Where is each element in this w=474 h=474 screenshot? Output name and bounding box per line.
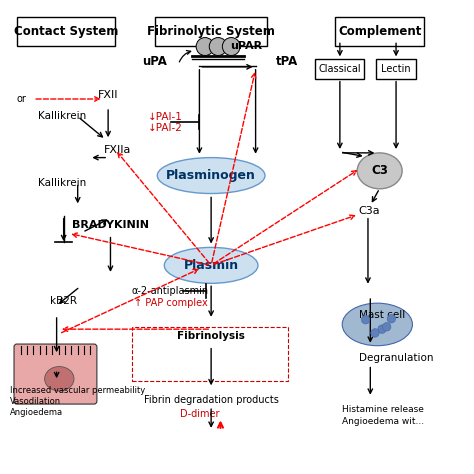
Text: Complement: Complement [338, 25, 421, 38]
Text: Lectin: Lectin [381, 64, 411, 74]
Text: Histamine release: Histamine release [342, 405, 424, 414]
Text: Mast cell: Mast cell [359, 310, 405, 320]
Circle shape [361, 316, 370, 324]
Text: Increased vascular permeability: Increased vascular permeability [10, 386, 145, 395]
Text: Degranulation: Degranulation [359, 353, 433, 363]
Text: kB2R: kB2R [50, 296, 77, 306]
Circle shape [371, 328, 379, 337]
Circle shape [387, 315, 396, 323]
Ellipse shape [164, 247, 258, 283]
Text: ↑ PAP complex: ↑ PAP complex [134, 298, 208, 308]
Text: BRADYKININ: BRADYKININ [72, 220, 149, 230]
Text: C3: C3 [371, 164, 388, 177]
FancyBboxPatch shape [155, 17, 267, 46]
Ellipse shape [45, 366, 74, 391]
Circle shape [222, 37, 240, 55]
Text: Angioedema: Angioedema [10, 408, 63, 417]
Text: Angioedema wit...: Angioedema wit... [342, 417, 424, 426]
Circle shape [383, 322, 391, 331]
Text: tPA: tPA [276, 55, 298, 68]
Text: Plasmin: Plasmin [183, 259, 239, 272]
Text: Fibrin degradation products: Fibrin degradation products [144, 395, 279, 405]
Text: Fibrinolysis: Fibrinolysis [177, 331, 245, 341]
FancyBboxPatch shape [335, 17, 424, 46]
Ellipse shape [342, 303, 412, 346]
Text: Classical: Classical [319, 64, 361, 74]
Text: or: or [17, 94, 27, 104]
FancyBboxPatch shape [376, 59, 416, 79]
Circle shape [196, 37, 214, 55]
Text: Plasminogen: Plasminogen [166, 169, 256, 182]
FancyBboxPatch shape [17, 17, 115, 46]
FancyBboxPatch shape [14, 344, 97, 404]
Text: α-2-antiplasmin: α-2-antiplasmin [131, 286, 209, 296]
Text: FXII: FXII [98, 90, 118, 100]
Text: ↓PAI-1: ↓PAI-1 [148, 111, 183, 121]
FancyBboxPatch shape [315, 59, 365, 79]
Text: C3a: C3a [359, 206, 380, 216]
Text: uPAR: uPAR [230, 41, 262, 51]
Text: Kallikrein: Kallikrein [38, 111, 86, 121]
Text: ↓PAI-2: ↓PAI-2 [148, 123, 183, 133]
Text: Kallikrein: Kallikrein [38, 178, 86, 188]
Circle shape [209, 37, 227, 55]
Ellipse shape [157, 157, 265, 193]
Text: Contact System: Contact System [14, 25, 118, 38]
Text: Fibrinolytic System: Fibrinolytic System [147, 25, 275, 38]
Ellipse shape [357, 153, 402, 189]
Circle shape [378, 325, 386, 333]
Text: Vasodilation: Vasodilation [10, 397, 61, 406]
Text: D-dimer: D-dimer [180, 409, 219, 419]
Text: uPA: uPA [142, 55, 167, 68]
Text: FXIIa: FXIIa [104, 145, 131, 155]
